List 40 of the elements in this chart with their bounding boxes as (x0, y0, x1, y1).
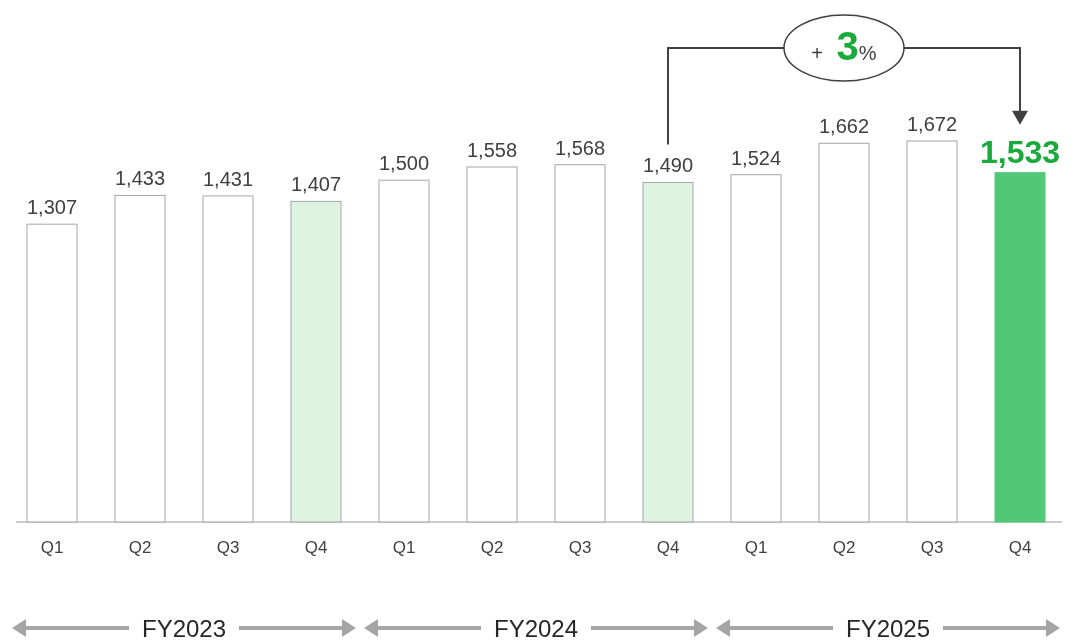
text: + 3% (811, 24, 877, 68)
bar (466, 166, 518, 523)
x-tick-label: Q1 (40, 538, 64, 557)
text: FY2024 (493, 615, 579, 642)
bar (554, 164, 606, 523)
data-label: 1,407 (290, 173, 342, 196)
bar (906, 140, 958, 523)
x-tick-label: Q4 (656, 538, 680, 557)
bar (994, 172, 1046, 523)
x-tick-label: Q2 (832, 538, 856, 557)
data-label: 1,558 (466, 138, 518, 161)
bar (290, 200, 342, 523)
data-label: 1,433 (114, 167, 166, 190)
data-label: 1,500 (378, 152, 430, 175)
bar (114, 194, 166, 523)
x-tick-label: Q4 (304, 538, 328, 557)
x-tick-label: Q3 (216, 538, 240, 557)
bar (642, 181, 694, 523)
x-tick-label: Q2 (128, 538, 152, 557)
bar (202, 195, 254, 523)
text: FY2023 (141, 615, 227, 642)
data-label: 1,533 (979, 133, 1061, 170)
bar (818, 142, 870, 523)
data-label: 1,431 (202, 167, 254, 190)
data-label: 1,307 (26, 196, 78, 219)
bar (26, 223, 78, 523)
x-tick-label: Q4 (1008, 538, 1032, 557)
data-label: 1,524 (730, 146, 782, 169)
x-tick-label: Q2 (480, 538, 504, 557)
text: FY2025 (845, 615, 931, 642)
x-tick-label: Q1 (392, 538, 416, 557)
data-label: 1,490 (642, 154, 694, 177)
data-label: 1,662 (818, 115, 870, 138)
bar (730, 174, 782, 523)
x-tick-label: Q1 (744, 538, 768, 557)
data-label: 1,672 (906, 113, 958, 135)
x-tick-label: Q3 (920, 538, 944, 557)
data-label: 1,568 (554, 136, 606, 159)
bar (378, 179, 430, 523)
x-tick-label: Q3 (568, 538, 592, 557)
